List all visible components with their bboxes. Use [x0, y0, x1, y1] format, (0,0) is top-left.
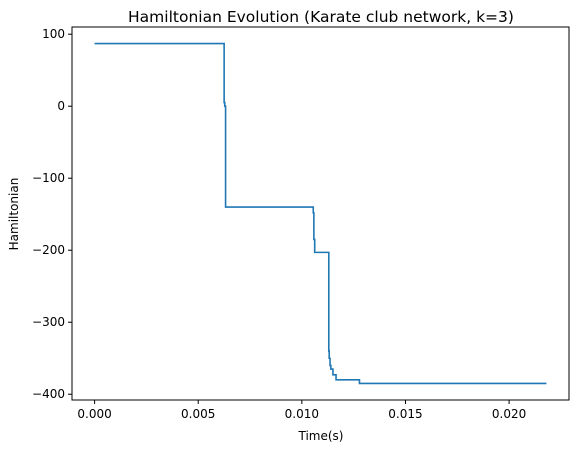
y-axis-label: Hamiltonian [7, 178, 21, 251]
y-axis: 100 0 −100 −200 −300 −400 [32, 27, 72, 401]
chart-title: Hamiltonian Evolution (Karate club netwo… [128, 8, 514, 26]
x-tick-label: 0.000 [77, 407, 111, 421]
plot-area [94, 42, 547, 385]
y-tick-label: 100 [42, 27, 65, 41]
x-axis: 0.000 0.005 0.010 0.015 0.020 [77, 400, 526, 421]
y-tick-label: 0 [57, 99, 65, 113]
series-line-hamiltonian [94, 42, 547, 385]
y-tick-label: −200 [32, 243, 65, 257]
x-tick-label: 0.010 [285, 407, 319, 421]
x-tick-label: 0.015 [388, 407, 422, 421]
x-tick-label: 0.020 [492, 407, 526, 421]
x-tick-label: 0.005 [181, 407, 215, 421]
y-tick-label: −300 [32, 315, 65, 329]
y-tick-label: −400 [32, 387, 65, 401]
y-tick-label: −100 [32, 171, 65, 185]
x-axis-label: Time(s) [298, 429, 344, 443]
plot-frame [71, 26, 570, 401]
